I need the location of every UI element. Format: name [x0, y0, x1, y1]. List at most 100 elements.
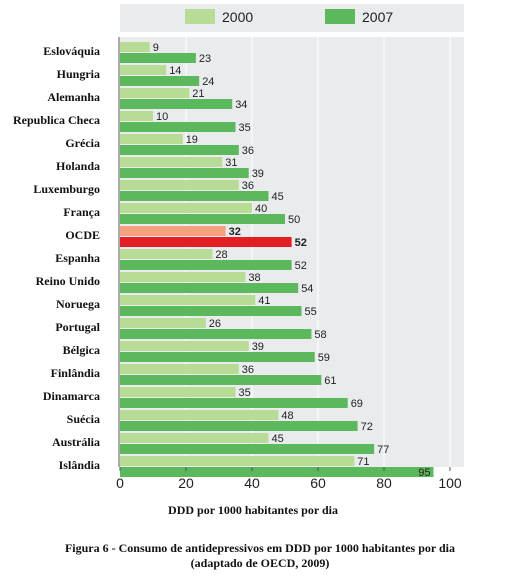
data-label: 34 [235, 99, 247, 111]
data-label: 36 [242, 180, 254, 192]
x-tick-label: 0 [116, 475, 124, 491]
x-tick-label: 80 [376, 475, 392, 491]
data-label: 36 [242, 145, 254, 157]
x-tick-label: 20 [178, 475, 194, 491]
figure-caption: Figura 6 - Consumo de antidepressivos em… [64, 541, 456, 570]
data-label: 24 [202, 76, 214, 88]
bar-2000 [120, 249, 213, 259]
bar-2000 [120, 65, 167, 75]
bar-2007 [120, 214, 285, 224]
bar-2000 [120, 295, 256, 305]
data-label: 61 [324, 375, 336, 387]
bar-2007 [120, 53, 196, 63]
data-label: 14 [169, 65, 181, 77]
bar-2007 [120, 306, 302, 316]
bar-2000 [120, 272, 246, 282]
data-label: 54 [301, 283, 313, 295]
category-label: Reino Unido [36, 274, 100, 288]
data-label: 52 [295, 260, 307, 272]
data-label: 36 [242, 364, 254, 376]
bar-2000 [120, 157, 223, 167]
data-label: 19 [186, 134, 198, 146]
category-label: Bélgica [63, 343, 100, 357]
data-label: 39 [252, 168, 264, 180]
category-label: Republica Checa [13, 113, 100, 127]
data-label: 31 [225, 157, 237, 169]
data-label: 52 [295, 237, 307, 249]
category-label: Austrália [52, 435, 100, 449]
bar-2007 [120, 145, 239, 155]
bar-2007 [120, 283, 299, 293]
bar-2000 [120, 88, 190, 98]
x-tick-label: 100 [438, 475, 462, 491]
bar-2000 [120, 203, 252, 213]
bar-2007 [120, 421, 358, 431]
data-label: 95 [418, 467, 430, 479]
category-label: Grécia [65, 136, 100, 150]
data-label: 38 [248, 272, 260, 284]
category-label: Eslováquia [43, 44, 100, 58]
x-axis-label: DDD por 1000 habitantes por dia [168, 503, 338, 517]
data-label: 72 [361, 421, 373, 433]
x-tick-label: 40 [244, 475, 260, 491]
category-label: Portugal [55, 320, 100, 334]
data-label: 35 [239, 387, 251, 399]
bar-2000 [120, 134, 183, 144]
bar-2007 [120, 122, 236, 132]
data-label: 50 [288, 214, 300, 226]
bar-2000 [120, 433, 269, 443]
data-label: 69 [351, 398, 363, 410]
bar-2000 [120, 180, 239, 190]
data-label: 45 [272, 433, 284, 445]
bar-2007 [120, 398, 348, 408]
category-label: Hungria [57, 67, 100, 81]
bar-2007 [120, 352, 315, 362]
bar-2007 [120, 444, 375, 454]
category-label: França [63, 205, 100, 219]
data-label: 41 [258, 295, 270, 307]
data-label: 45 [272, 191, 284, 203]
data-label: 77 [377, 444, 389, 456]
x-tick-label: 60 [310, 475, 326, 491]
bar-2007 [120, 467, 434, 477]
data-label: 40 [255, 203, 267, 215]
bar-2007 [120, 260, 292, 270]
bar-2007 [120, 329, 312, 339]
bar-2007 [120, 76, 200, 86]
data-label: 59 [318, 352, 330, 364]
bar-2000 [120, 410, 279, 420]
data-label: 71 [357, 456, 369, 468]
category-label: Dinamarca [43, 389, 100, 403]
data-label: 35 [239, 122, 251, 134]
category-label: Espanha [55, 251, 100, 265]
category-label: Islândia [59, 458, 100, 472]
data-label: 21 [192, 88, 204, 100]
category-label: Suécia [67, 412, 100, 426]
data-label: 58 [314, 329, 326, 341]
bar-2000 [120, 364, 239, 374]
bar-2000 [120, 341, 249, 351]
data-label: 10 [156, 111, 168, 123]
bar-2000 [120, 456, 355, 466]
bar-2000 [120, 111, 153, 121]
legend-swatch-2000 [185, 9, 215, 24]
data-label: 48 [281, 410, 293, 422]
category-label: Finlândia [51, 366, 100, 380]
data-label: 39 [252, 341, 264, 353]
data-label: 9 [153, 42, 159, 54]
legend-label-2007: 2007 [362, 9, 393, 25]
bar-2007 [120, 168, 249, 178]
category-label: Luxemburgo [33, 182, 100, 196]
data-label: 23 [199, 53, 211, 65]
data-label: 26 [209, 318, 221, 330]
bar-2007 [120, 99, 233, 109]
category-label: OCDE [65, 228, 100, 242]
category-label: Noruega [56, 297, 100, 311]
bar-2000 [120, 42, 150, 52]
bar-2007 [120, 191, 269, 201]
legend-label-2000: 2000 [222, 9, 253, 25]
data-label: 32 [229, 226, 241, 238]
data-label: 28 [215, 249, 227, 261]
legend-background [120, 4, 464, 32]
bar-2007 [120, 237, 292, 247]
